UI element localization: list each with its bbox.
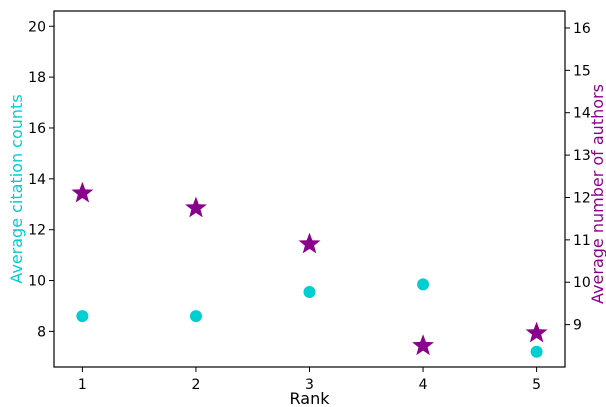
data-marks bbox=[71, 181, 548, 358]
right-y-tick-label: 11 bbox=[573, 233, 591, 249]
x-tick-label: 3 bbox=[305, 377, 314, 393]
left-y-tick-label: 14 bbox=[28, 172, 46, 188]
left-y-tick-label: 10 bbox=[28, 274, 46, 290]
authors-star-point bbox=[525, 321, 548, 343]
right-y-axis-label: Average number of authors bbox=[588, 84, 606, 304]
authors-star-point bbox=[71, 181, 94, 203]
authors-star-point bbox=[185, 196, 207, 218]
right-y-tick-label: 12 bbox=[573, 190, 591, 206]
left-y-tick-label: 16 bbox=[28, 121, 46, 137]
left-y-tick-label: 12 bbox=[28, 223, 46, 239]
right-y-tick-label: 9 bbox=[573, 318, 582, 334]
right-y-tick-label: 15 bbox=[573, 63, 591, 79]
authors-star-point bbox=[412, 334, 434, 356]
right-y-tick-label: 13 bbox=[573, 148, 591, 164]
x-tick-label: 2 bbox=[191, 377, 200, 393]
citation-point bbox=[530, 345, 543, 358]
plot-frame bbox=[53, 10, 566, 368]
x-axis-label: Rank bbox=[290, 389, 331, 407]
citation-point bbox=[417, 278, 430, 291]
x-tick-label: 1 bbox=[78, 377, 87, 393]
left-y-tick-label: 8 bbox=[37, 324, 46, 340]
left-y-tick-label: 20 bbox=[28, 19, 46, 35]
x-tick-label: 4 bbox=[419, 377, 428, 393]
x-axis: 1 2 3 4 5 bbox=[78, 367, 541, 393]
right-y-axis: 9 10 11 12 13 14 15 16 bbox=[565, 21, 591, 334]
authors-star-point bbox=[298, 232, 321, 254]
right-y-tick-label: 14 bbox=[573, 106, 591, 122]
right-y-tick-label: 16 bbox=[573, 21, 591, 37]
citation-point bbox=[76, 310, 89, 323]
x-tick-label: 5 bbox=[532, 377, 541, 393]
left-y-axis: 8 10 12 14 16 18 20 bbox=[28, 19, 54, 340]
left-y-tick-label: 18 bbox=[28, 70, 46, 86]
right-y-tick-label: 10 bbox=[573, 275, 591, 291]
citation-point bbox=[303, 285, 316, 298]
left-y-axis-label: Average citation counts bbox=[7, 94, 26, 283]
citation-point bbox=[189, 310, 202, 323]
